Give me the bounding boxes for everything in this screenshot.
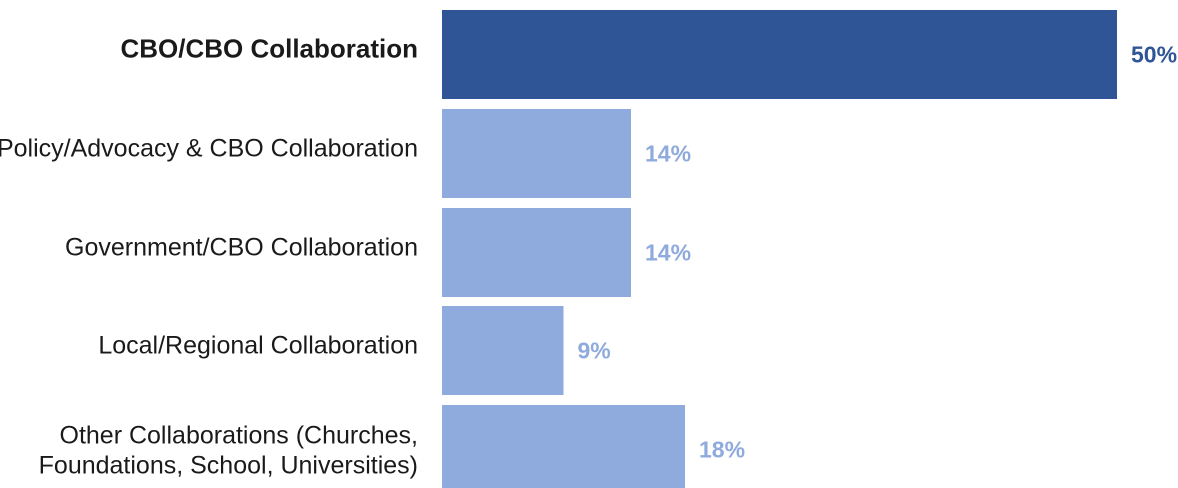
category-label-0: CBO/CBO Collaboration <box>120 34 418 64</box>
category-label-4: Other Collaborations (Churches, Foundatio… <box>39 422 418 480</box>
category-label-line: Local/Regional Collaboration <box>98 332 418 360</box>
bar-3 <box>442 306 564 395</box>
category-label-1: Policy/Advocacy & CBO Collaboration <box>0 135 418 163</box>
category-label-line: CBO/CBO Collaboration <box>120 34 418 64</box>
value-label-4: 18% <box>699 437 745 463</box>
category-label-3: Local/Regional Collaboration <box>98 332 418 360</box>
value-label-0: 50% <box>1131 42 1177 68</box>
value-label-2: 14% <box>645 240 691 266</box>
bar-1 <box>442 109 631 198</box>
category-label-line: Government/CBO Collaboration <box>65 234 418 262</box>
value-label-3: 9% <box>578 338 611 364</box>
category-label-line: Other Collaborations (Churches, <box>60 422 419 450</box>
bar-0 <box>442 10 1117 99</box>
bar-2 <box>442 208 631 297</box>
category-label-line: Policy/Advocacy & CBO Collaboration <box>0 135 418 163</box>
value-label-1: 14% <box>645 141 691 167</box>
category-label-2: Government/CBO Collaboration <box>65 234 418 262</box>
bar-4 <box>442 405 685 488</box>
category-label-line: Foundations, School, Universities) <box>39 452 418 480</box>
